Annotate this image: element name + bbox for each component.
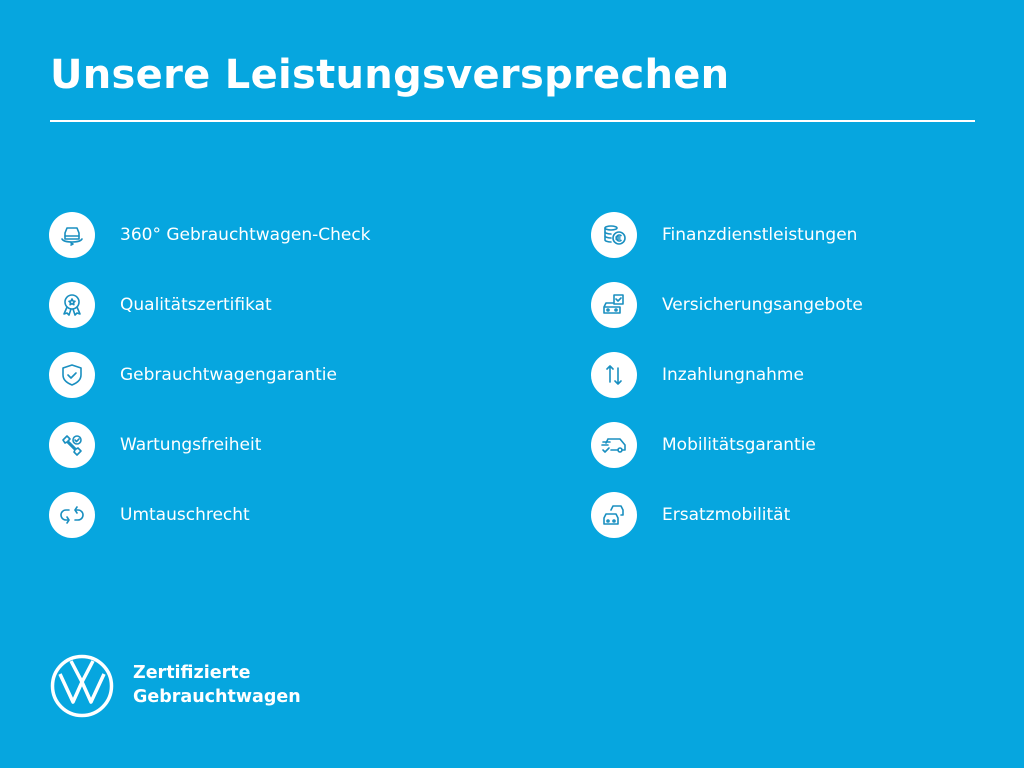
item-label: Umtauschrecht (120, 505, 250, 525)
item-wartungsfreiheit: Wartungsfreiheit (49, 421, 261, 469)
brand-line-2: Gebrauchtwagen (133, 687, 301, 707)
item-label: Wartungsfreiheit (120, 435, 262, 455)
car-360-icon (49, 212, 95, 258)
vw-logo (50, 654, 114, 718)
brand-text: Zertifizierte Gebrauchtwagen (133, 661, 301, 709)
item-label: Qualitätszertifikat (120, 295, 272, 315)
van-check-icon (591, 422, 637, 468)
item-label: Inzahlungnahme (662, 365, 804, 385)
exchange-icon (49, 492, 95, 538)
page-title: Unsere Leistungsversprechen (50, 52, 730, 98)
award-icon (49, 282, 95, 328)
item-umtauschrecht: Umtauschrecht (49, 491, 250, 539)
item-finanzdienstleistungen: Finanzdienstleistungen (591, 211, 857, 259)
item-label: Gebrauchtwagengarantie (120, 365, 337, 385)
car-insurance-icon (591, 282, 637, 328)
item-ersatzmobilitaet: Ersatzmobilität (591, 491, 790, 539)
item-gebrauchtwagen-check: 360° Gebrauchtwagen-Check (49, 211, 371, 259)
item-inzahlungnahme: Inzahlungnahme (591, 351, 804, 399)
item-label: 360° Gebrauchtwagen-Check (120, 225, 371, 245)
coins-euro-icon (591, 212, 637, 258)
item-label: Finanzdienstleistungen (662, 225, 858, 245)
item-qualitaetszertifikat: Qualitätszertifikat (49, 281, 272, 329)
brand-line-1: Zertifizierte (133, 663, 251, 683)
divider (50, 120, 975, 122)
item-label: Mobilitätsgarantie (662, 435, 816, 455)
item-versicherungsangebote: Versicherungsangebote (591, 281, 863, 329)
replacement-car-icon (591, 492, 637, 538)
arrows-up-down-icon (591, 352, 637, 398)
item-mobilitaetsgarantie: Mobilitätsgarantie (591, 421, 816, 469)
item-label: Versicherungsangebote (662, 295, 863, 315)
item-label: Ersatzmobilität (662, 505, 791, 525)
item-gebrauchtwagengarantie: Gebrauchtwagengarantie (49, 351, 337, 399)
shield-check-icon (49, 352, 95, 398)
wrench-check-icon (49, 422, 95, 468)
